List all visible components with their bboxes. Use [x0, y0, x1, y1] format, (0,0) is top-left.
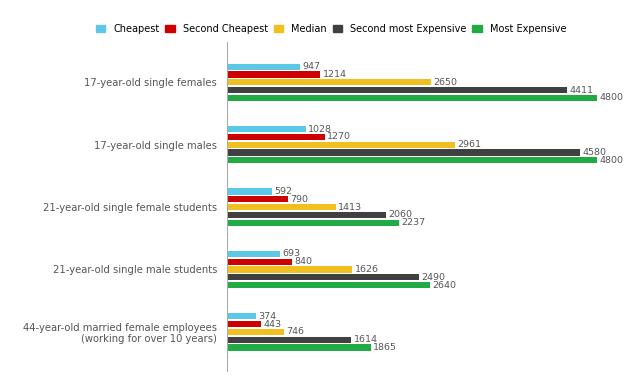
Text: 840: 840: [294, 257, 312, 266]
Bar: [227, 337, 352, 343]
Bar: [227, 188, 272, 195]
Text: 4800: 4800: [599, 156, 624, 165]
Text: 1413: 1413: [338, 203, 362, 212]
Text: 1214: 1214: [323, 70, 346, 79]
Bar: [227, 220, 399, 226]
Bar: [227, 212, 386, 218]
Text: 4580: 4580: [582, 148, 607, 157]
Text: 2961: 2961: [457, 140, 481, 149]
Bar: [227, 313, 256, 319]
Bar: [227, 79, 431, 86]
Text: 1865: 1865: [373, 343, 397, 352]
Text: 693: 693: [283, 249, 301, 258]
Bar: [227, 274, 419, 280]
Text: 1614: 1614: [353, 335, 377, 344]
Text: 4800: 4800: [599, 93, 624, 103]
Text: 790: 790: [290, 195, 308, 204]
Text: 2237: 2237: [402, 218, 426, 227]
Bar: [227, 87, 567, 93]
Text: 2490: 2490: [421, 273, 445, 282]
Text: 2650: 2650: [433, 78, 457, 87]
Bar: [227, 329, 284, 335]
Bar: [227, 344, 370, 351]
Bar: [227, 95, 597, 101]
Bar: [227, 157, 597, 163]
Bar: [227, 71, 321, 78]
Legend: Cheapest, Second Cheapest, Median, Second most Expensive, Most Expensive: Cheapest, Second Cheapest, Median, Secon…: [96, 24, 566, 34]
Text: 592: 592: [275, 187, 293, 196]
Bar: [227, 204, 336, 210]
Text: 2640: 2640: [433, 280, 457, 290]
Bar: [227, 149, 580, 156]
Bar: [227, 321, 261, 327]
Bar: [227, 282, 430, 288]
Bar: [227, 251, 280, 257]
Text: 1270: 1270: [327, 132, 351, 141]
Bar: [227, 258, 292, 265]
Text: 746: 746: [287, 327, 305, 336]
Bar: [227, 142, 455, 148]
Bar: [227, 196, 288, 203]
Text: 2060: 2060: [388, 211, 412, 219]
Bar: [227, 126, 306, 132]
Text: 4411: 4411: [570, 86, 593, 95]
Text: 1028: 1028: [309, 125, 333, 134]
Bar: [227, 266, 352, 272]
Text: 374: 374: [258, 312, 276, 321]
Bar: [227, 63, 300, 70]
Text: 1626: 1626: [355, 265, 379, 274]
Text: 947: 947: [302, 62, 320, 71]
Bar: [227, 134, 325, 140]
Text: 443: 443: [263, 320, 282, 329]
